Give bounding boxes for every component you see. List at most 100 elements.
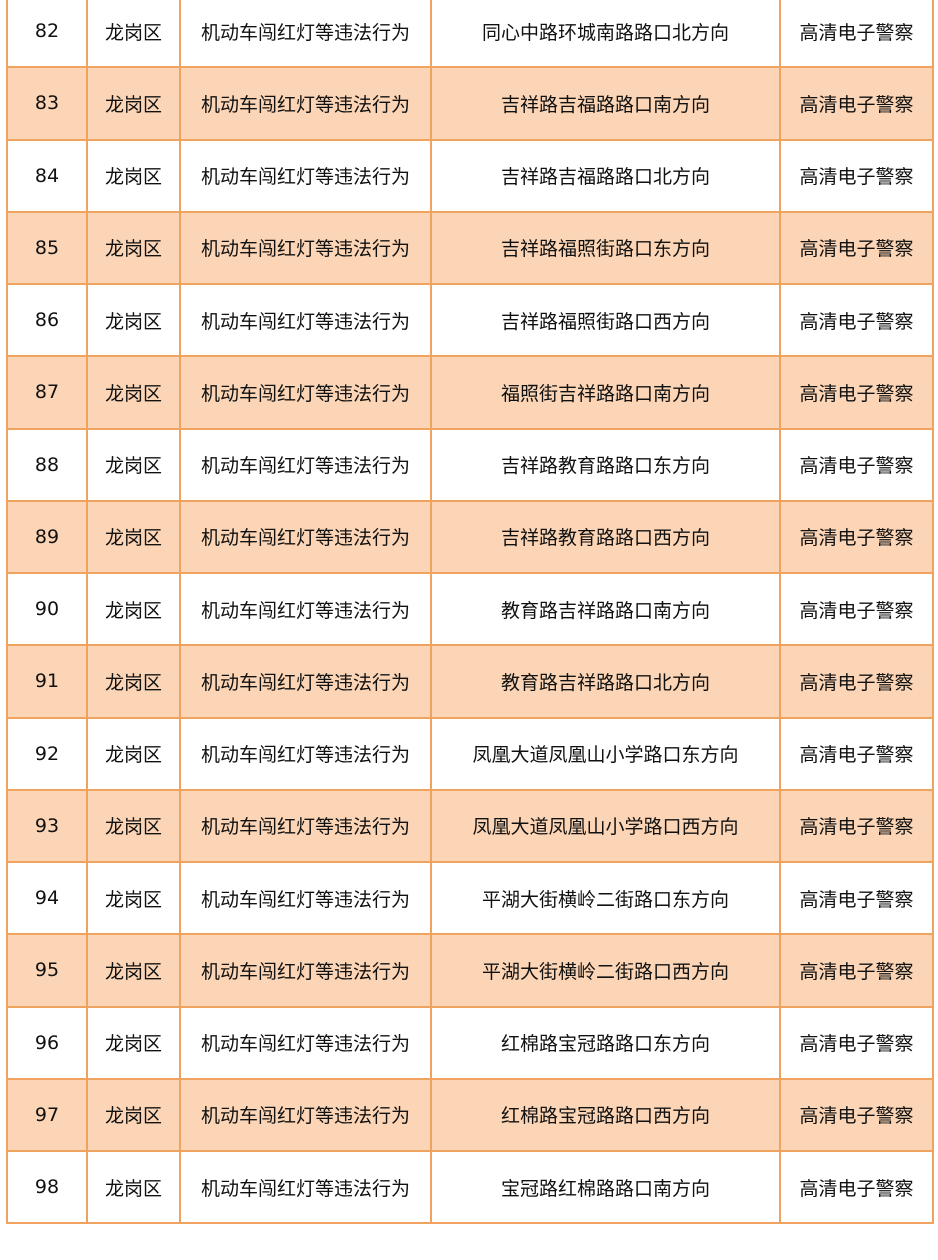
cell-violation: 机动车闯红灯等违法行为 — [179, 933, 432, 1008]
cell-no: 82 — [6, 0, 88, 69]
cell-device: 高清电子警察 — [779, 644, 934, 719]
table-row: 97 龙岗区 机动车闯红灯等违法行为 红棉路宝冠路路口西方向 高清电子警察 — [6, 1077, 934, 1153]
table-row: 91 龙岗区 机动车闯红灯等违法行为 教育路吉祥路路口北方向 高清电子警察 — [6, 644, 934, 719]
cell-violation: 机动车闯红灯等违法行为 — [179, 716, 432, 791]
table-row: 85 龙岗区 机动车闯红灯等违法行为 吉祥路福照街路口东方向 高清电子警察 — [6, 210, 934, 286]
cell-location: 同心中路环城南路路口北方向 — [430, 0, 781, 69]
cell-violation: 机动车闯红灯等违法行为 — [179, 355, 432, 430]
camera-locations-table: 82 龙岗区 机动车闯红灯等违法行为 同心中路环城南路路口北方向 高清电子警察 83 龙岗区… — [6, 0, 934, 1225]
cell-location: 红棉路宝冠路路口西方向 — [430, 1077, 781, 1153]
cell-location: 吉祥路福照街路口西方向 — [430, 282, 781, 358]
cell-violation: 机动车闯红灯等违法行为 — [179, 1005, 432, 1080]
cell-device: 高清电子警察 — [779, 499, 934, 575]
cell-location: 红棉路宝冠路路口东方向 — [430, 1005, 781, 1080]
cell-device: 高清电子警察 — [779, 210, 934, 286]
cell-no: 88 — [6, 427, 88, 502]
cell-location: 吉祥路教育路路口东方向 — [430, 427, 781, 502]
table-row: 98 龙岗区 机动车闯红灯等违法行为 宝冠路红棉路路口南方向 高清电子警察 — [6, 1149, 934, 1225]
cell-no: 87 — [6, 355, 88, 430]
cell-device: 高清电子警察 — [779, 138, 934, 213]
cell-no: 86 — [6, 282, 88, 358]
cell-no: 97 — [6, 1077, 88, 1153]
cell-location: 凤凰大道凤凰山小学路口东方向 — [430, 716, 781, 791]
cell-district: 龙岗区 — [86, 644, 181, 719]
cell-no: 94 — [6, 860, 88, 936]
cell-device: 高清电子警察 — [779, 933, 934, 1008]
cell-violation: 机动车闯红灯等违法行为 — [179, 0, 432, 69]
cell-device: 高清电子警察 — [779, 716, 934, 791]
cell-device: 高清电子警察 — [779, 1149, 934, 1225]
cell-device: 高清电子警察 — [779, 0, 934, 69]
table-row: 89 龙岗区 机动车闯红灯等违法行为 吉祥路教育路路口西方向 高清电子警察 — [6, 499, 934, 575]
cell-no: 93 — [6, 788, 88, 864]
cell-no: 98 — [6, 1149, 88, 1225]
cell-violation: 机动车闯红灯等违法行为 — [179, 499, 432, 575]
cell-no: 95 — [6, 933, 88, 1008]
cell-location: 教育路吉祥路路口北方向 — [430, 644, 781, 719]
table-row: 87 龙岗区 机动车闯红灯等违法行为 福照街吉祥路路口南方向 高清电子警察 — [6, 355, 934, 430]
cell-device: 高清电子警察 — [779, 788, 934, 864]
table-row: 90 龙岗区 机动车闯红灯等违法行为 教育路吉祥路路口南方向 高清电子警察 — [6, 571, 934, 647]
cell-device: 高清电子警察 — [779, 1005, 934, 1080]
cell-device: 高清电子警察 — [779, 355, 934, 430]
table-row: 92 龙岗区 机动车闯红灯等违法行为 凤凰大道凤凰山小学路口东方向 高清电子警察 — [6, 716, 934, 791]
cell-violation: 机动车闯红灯等违法行为 — [179, 427, 432, 502]
table-row: 82 龙岗区 机动车闯红灯等违法行为 同心中路环城南路路口北方向 高清电子警察 — [6, 0, 934, 69]
cell-device: 高清电子警察 — [779, 66, 934, 141]
cell-district: 龙岗区 — [86, 499, 181, 575]
cell-device: 高清电子警察 — [779, 427, 934, 502]
cell-district: 龙岗区 — [86, 210, 181, 286]
cell-violation: 机动车闯红灯等违法行为 — [179, 1149, 432, 1225]
cell-location: 福照街吉祥路路口南方向 — [430, 355, 781, 430]
cell-location: 吉祥路教育路路口西方向 — [430, 499, 781, 575]
cell-no: 91 — [6, 644, 88, 719]
cell-violation: 机动车闯红灯等违法行为 — [179, 138, 432, 213]
cell-district: 龙岗区 — [86, 788, 181, 864]
cell-district: 龙岗区 — [86, 1149, 181, 1225]
cell-no: 89 — [6, 499, 88, 575]
table-row: 93 龙岗区 机动车闯红灯等违法行为 凤凰大道凤凰山小学路口西方向 高清电子警察 — [6, 788, 934, 864]
cell-device: 高清电子警察 — [779, 860, 934, 936]
table-row: 95 龙岗区 机动车闯红灯等违法行为 平湖大街横岭二街路口西方向 高清电子警察 — [6, 933, 934, 1008]
cell-district: 龙岗区 — [86, 427, 181, 502]
cell-no: 90 — [6, 571, 88, 647]
cell-device: 高清电子警察 — [779, 282, 934, 358]
cell-district: 龙岗区 — [86, 933, 181, 1008]
cell-no: 96 — [6, 1005, 88, 1080]
cell-district: 龙岗区 — [86, 716, 181, 791]
cell-violation: 机动车闯红灯等违法行为 — [179, 282, 432, 358]
cell-district: 龙岗区 — [86, 1077, 181, 1153]
cell-no: 85 — [6, 210, 88, 286]
cell-location: 吉祥路吉福路路口北方向 — [430, 138, 781, 213]
cell-location: 平湖大街横岭二街路口东方向 — [430, 860, 781, 936]
cell-location: 吉祥路吉福路路口南方向 — [430, 66, 781, 141]
cell-location: 吉祥路福照街路口东方向 — [430, 210, 781, 286]
table-row: 96 龙岗区 机动车闯红灯等违法行为 红棉路宝冠路路口东方向 高清电子警察 — [6, 1005, 934, 1080]
table-row: 94 龙岗区 机动车闯红灯等违法行为 平湖大街横岭二街路口东方向 高清电子警察 — [6, 860, 934, 936]
table-body: 82 龙岗区 机动车闯红灯等违法行为 同心中路环城南路路口北方向 高清电子警察 83 龙岗区… — [6, 0, 934, 1225]
cell-violation: 机动车闯红灯等违法行为 — [179, 644, 432, 719]
cell-district: 龙岗区 — [86, 282, 181, 358]
cell-violation: 机动车闯红灯等违法行为 — [179, 571, 432, 647]
cell-district: 龙岗区 — [86, 1005, 181, 1080]
cell-location: 教育路吉祥路路口南方向 — [430, 571, 781, 647]
cell-district: 龙岗区 — [86, 138, 181, 213]
cell-device: 高清电子警察 — [779, 1077, 934, 1153]
cell-violation: 机动车闯红灯等违法行为 — [179, 1077, 432, 1153]
cell-no: 84 — [6, 138, 88, 213]
cell-no: 92 — [6, 716, 88, 791]
table-row: 88 龙岗区 机动车闯红灯等违法行为 吉祥路教育路路口东方向 高清电子警察 — [6, 427, 934, 502]
cell-district: 龙岗区 — [86, 571, 181, 647]
cell-violation: 机动车闯红灯等违法行为 — [179, 860, 432, 936]
cell-district: 龙岗区 — [86, 860, 181, 936]
cell-location: 凤凰大道凤凰山小学路口西方向 — [430, 788, 781, 864]
cell-no: 83 — [6, 66, 88, 141]
table-row: 83 龙岗区 机动车闯红灯等违法行为 吉祥路吉福路路口南方向 高清电子警察 — [6, 66, 934, 141]
cell-location: 平湖大街横岭二街路口西方向 — [430, 933, 781, 1008]
table-row: 86 龙岗区 机动车闯红灯等违法行为 吉祥路福照街路口西方向 高清电子警察 — [6, 282, 934, 358]
cell-violation: 机动车闯红灯等违法行为 — [179, 66, 432, 141]
cell-device: 高清电子警察 — [779, 571, 934, 647]
cell-district: 龙岗区 — [86, 0, 181, 69]
cell-district: 龙岗区 — [86, 355, 181, 430]
cell-district: 龙岗区 — [86, 66, 181, 141]
